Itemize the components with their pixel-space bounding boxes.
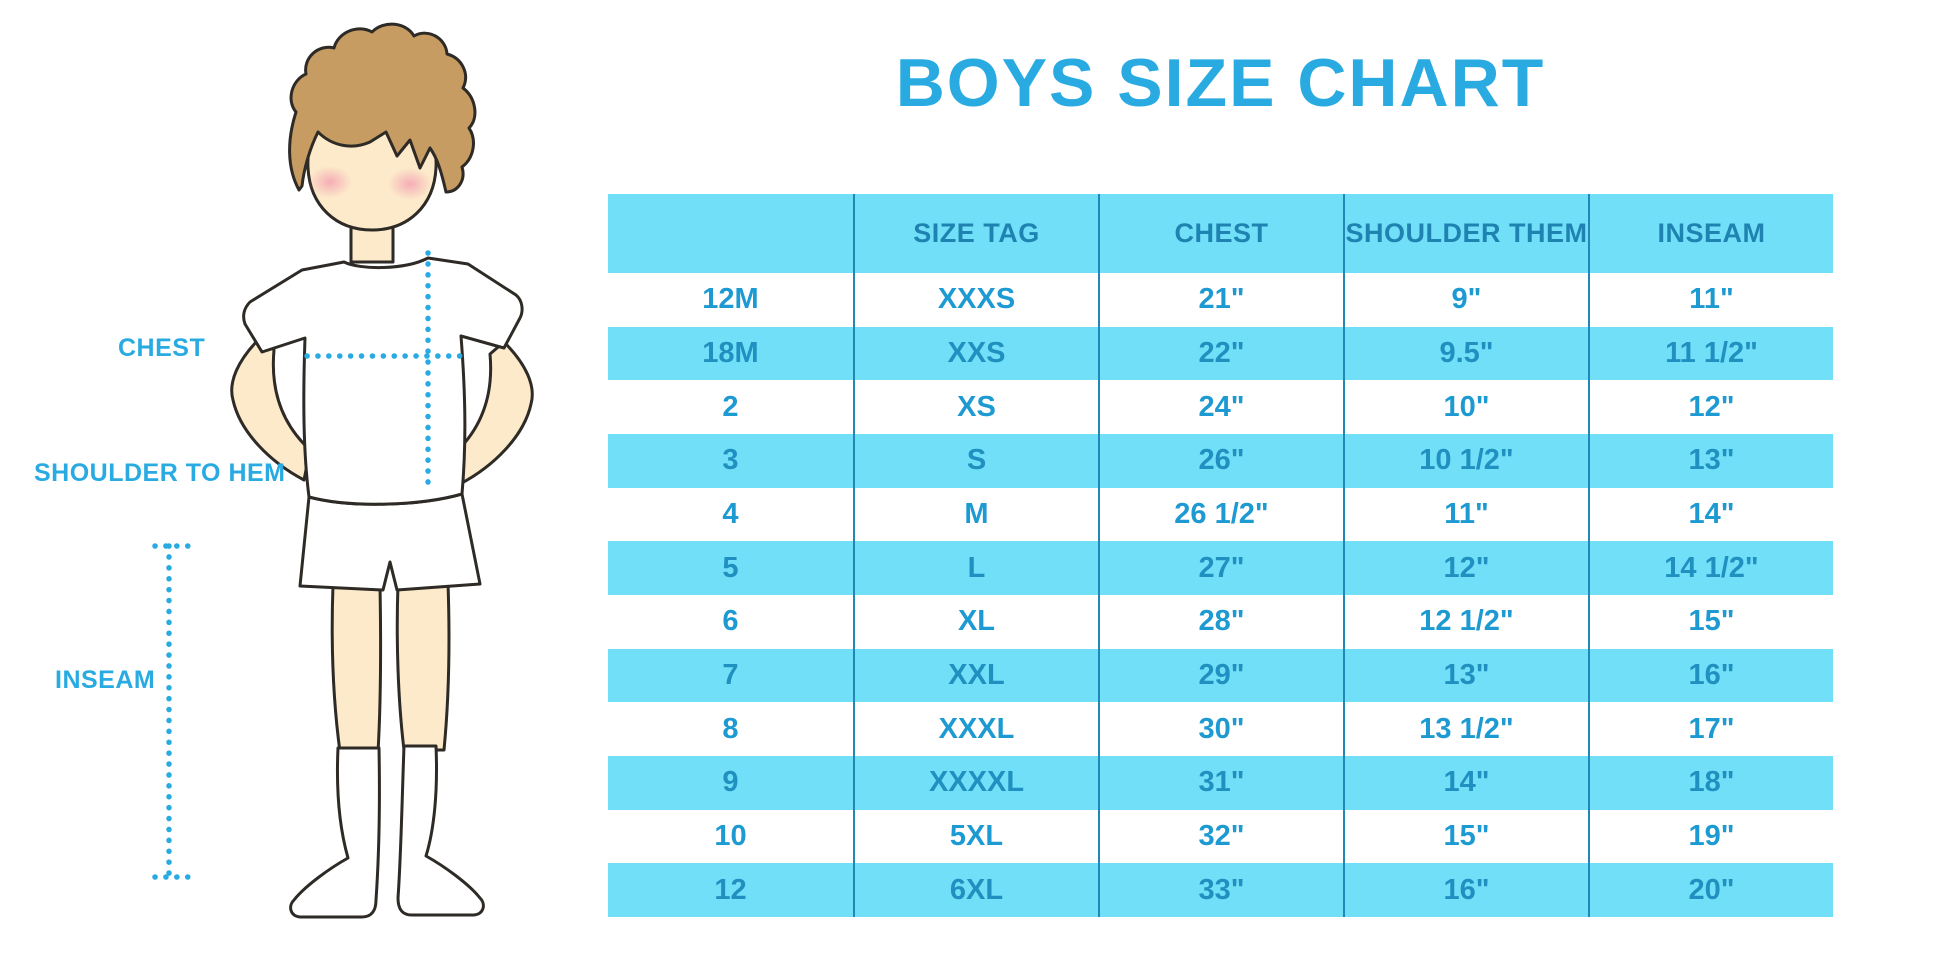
table-cell: 26 1/2" [1098, 487, 1343, 542]
table-cell: 10 1/2" [1343, 433, 1588, 488]
boy-arm-left [230, 336, 312, 482]
boy-illustration-graphic [152, 22, 534, 919]
table-cell: 33" [1098, 863, 1343, 917]
table-cell: 16" [1343, 863, 1588, 917]
table-cell: 22" [1098, 326, 1343, 381]
table-cell: 17" [1588, 702, 1833, 756]
boy-blush-right [388, 168, 432, 200]
row-label-cell: 12M [608, 273, 853, 327]
row-label-cell: 12 [608, 863, 853, 917]
row-label-cell: 8 [608, 702, 853, 756]
table-cell: 16" [1588, 648, 1833, 703]
table-cell: 26" [1098, 433, 1343, 488]
table-cell: XXXL [853, 702, 1098, 756]
table-cell: 11 1/2" [1588, 326, 1833, 381]
row-label-cell: 9 [608, 755, 853, 810]
page-title: BOYS SIZE CHART [895, 45, 1546, 121]
table-cell: 14" [1343, 755, 1588, 810]
table-cell: 13 1/2" [1343, 702, 1588, 756]
table-cell: 20" [1588, 863, 1833, 917]
table-cell: 11" [1588, 273, 1833, 327]
table-cell: 15" [1343, 809, 1588, 864]
table-cell: XL [853, 594, 1098, 649]
boy-arm-right [452, 340, 534, 486]
boy-sock-right [396, 744, 485, 917]
table-cell: 29" [1098, 648, 1343, 703]
row-label-cell: 7 [608, 648, 853, 703]
boy-shirt [242, 256, 524, 506]
table-cell: 9.5" [1343, 326, 1588, 381]
table-cell: 21" [1098, 273, 1343, 327]
table-cell: 6XL [853, 863, 1098, 917]
boy-shorts [298, 492, 482, 592]
table-cell: 24" [1098, 380, 1343, 434]
table-cell: 15" [1588, 594, 1833, 649]
size-table: SIZE TAG CHEST SHOULDER THEM INSEAM 12M XXXS 2… [608, 194, 1833, 917]
table-cell: 27" [1098, 541, 1343, 595]
row-label-cell: 3 [608, 433, 853, 488]
boy-sock-left [289, 746, 381, 919]
table-cell: XXXS [853, 273, 1098, 327]
table-cell: XXL [853, 648, 1098, 703]
table-cell: 10" [1343, 380, 1588, 434]
header-cell: SHOULDER THEM [1343, 194, 1588, 273]
table-cell: 14" [1588, 487, 1833, 542]
table-cell: 13" [1343, 648, 1588, 703]
table-cell: XXS [853, 326, 1098, 381]
chest-label: CHEST [118, 334, 206, 362]
row-label-cell: 18M [608, 326, 853, 381]
table-cell: 12 1/2" [1343, 594, 1588, 649]
boy-leg-left [330, 583, 383, 754]
header-cell [608, 194, 853, 273]
row-label-cell: 6 [608, 594, 853, 649]
shoulder-to-hem-label: SHOULDER TO HEM [34, 459, 286, 487]
table-cell: 12" [1343, 541, 1588, 595]
table-cell: 32" [1098, 809, 1343, 864]
table-cell: 14 1/2" [1588, 541, 1833, 595]
table-cell: 5XL [853, 809, 1098, 864]
table-cell: 18" [1588, 755, 1833, 810]
table-cell: 30" [1098, 702, 1343, 756]
boy-hair [288, 22, 477, 194]
table-cell: XS [853, 380, 1098, 434]
table-cell: 13" [1588, 433, 1833, 488]
table-cell: S [853, 433, 1098, 488]
table-cell: 28" [1098, 594, 1343, 649]
table-cell: 9" [1343, 273, 1588, 327]
header-cell: INSEAM [1588, 194, 1833, 273]
row-label-cell: 2 [608, 380, 853, 434]
table-cell: 19" [1588, 809, 1833, 864]
row-label-cell: 4 [608, 487, 853, 542]
inseam-label: INSEAM [55, 666, 156, 694]
table-cell: 12" [1588, 380, 1833, 434]
row-label-cell: 5 [608, 541, 853, 595]
row-label-cell: 10 [608, 809, 853, 864]
header-cell: SIZE TAG [853, 194, 1098, 273]
header-cell: CHEST [1098, 194, 1343, 273]
table-cell: M [853, 487, 1098, 542]
table-cell: XXXXL [853, 755, 1098, 810]
boy-blush-left [308, 166, 352, 198]
table-cell: 11" [1343, 487, 1588, 542]
table-cell: 31" [1098, 755, 1343, 810]
boy-leg-right [395, 581, 451, 752]
table-cell: L [853, 541, 1098, 595]
